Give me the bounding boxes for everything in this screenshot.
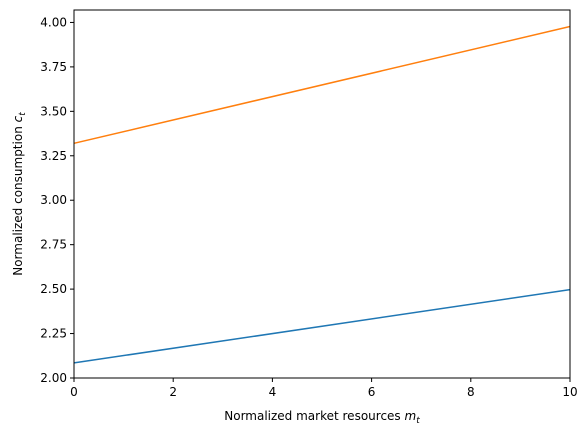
x-axis: 0 2 4 6 8 10 — [70, 378, 578, 399]
x-tick-label: 8 — [467, 385, 475, 399]
y-tick-label: 4.00 — [40, 15, 67, 29]
y-tick-label: 2.50 — [40, 282, 67, 296]
x-tick-label: 2 — [169, 385, 177, 399]
y-axis-label: Normalized consumption ct — [11, 112, 28, 276]
y-tick-label: 2.00 — [40, 371, 67, 385]
series-line-2 — [73, 25, 571, 145]
series-line-1 — [73, 288, 571, 364]
plot-frame — [73, 9, 571, 379]
x-tick-label: 4 — [269, 385, 277, 399]
x-tick-label: 10 — [562, 385, 577, 399]
y-tick-label: 3.00 — [40, 193, 67, 207]
y-tick-label: 3.25 — [40, 149, 67, 163]
x-tick-label: 0 — [70, 385, 78, 399]
y-tick-label: 2.75 — [40, 238, 67, 252]
y-tick-label: 3.75 — [40, 60, 67, 74]
x-tick-label: 6 — [368, 385, 376, 399]
series-layer — [73, 25, 571, 364]
y-tick-label: 2.25 — [40, 327, 67, 341]
x-axis-label: Normalized market resources mt — [224, 409, 420, 426]
y-tick-label: 3.50 — [40, 104, 67, 118]
plot-background — [74, 10, 570, 378]
y-axis: 2.00 2.25 2.50 2.75 3.00 3.25 3.50 3.75 4.00 — [40, 15, 74, 385]
